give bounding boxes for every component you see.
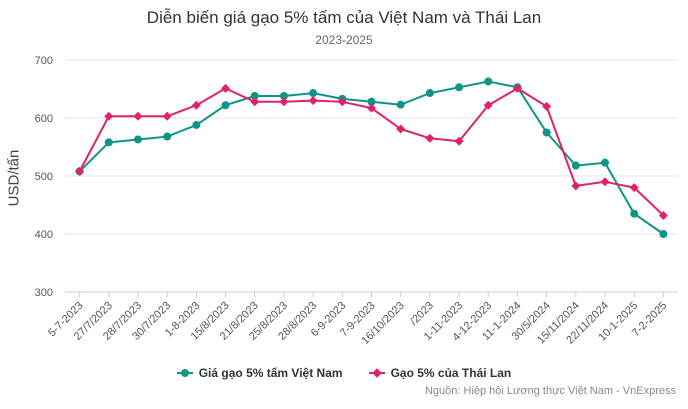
data-point-thailand (162, 111, 172, 121)
legend-item-thailand[interactable]: Gạo 5% của Thái Lan (368, 366, 512, 380)
data-point-vietnam (221, 101, 230, 110)
y-tick-label: 700 (35, 55, 53, 67)
legend: Giá gạo 5% tấm Việt Nam Gạo 5% của Thái … (0, 366, 688, 380)
data-point-vietnam (455, 83, 464, 92)
data-point-vietnam (104, 138, 113, 147)
data-point-vietnam (542, 128, 551, 137)
data-point-vietnam (630, 209, 639, 218)
data-point-vietnam (309, 89, 318, 98)
data-point-vietnam (163, 132, 172, 141)
legend-swatch-thailand (368, 368, 385, 378)
data-point-thailand (512, 83, 522, 93)
data-point-thailand (483, 100, 493, 110)
data-point-vietnam (192, 120, 201, 129)
data-point-vietnam (484, 77, 493, 86)
data-point-vietnam (601, 158, 610, 167)
source-note: Nguồn: Hiệp hội Lương thực Việt Nam - Vn… (424, 385, 676, 397)
data-point-thailand (337, 97, 347, 107)
data-point-thailand (425, 133, 435, 143)
data-point-thailand (658, 210, 668, 220)
legend-label-thailand: Gạo 5% của Thái Lan (390, 366, 512, 380)
y-tick-label: 300 (35, 287, 53, 299)
data-point-thailand (250, 97, 260, 107)
data-point-thailand (396, 124, 406, 134)
data-point-vietnam (425, 89, 434, 98)
data-point-thailand (75, 166, 85, 176)
chart-subtitle: 2023-2025 (315, 33, 373, 47)
y-tick-label: 400 (35, 229, 53, 241)
data-point-vietnam (396, 100, 405, 109)
legend-item-vietnam[interactable]: Giá gạo 5% tấm Việt Nam (176, 366, 343, 380)
data-point-vietnam (571, 161, 580, 170)
y-tick-label: 600 (35, 113, 53, 125)
data-point-thailand (629, 183, 639, 193)
data-point-thailand (571, 181, 581, 191)
data-point-vietnam (367, 97, 376, 106)
data-point-thailand (367, 103, 376, 113)
data-point-thailand (133, 111, 143, 121)
data-point-vietnam (659, 230, 668, 238)
y-tick-label: 500 (35, 171, 53, 183)
data-point-thailand (191, 100, 201, 110)
legend-label-vietnam: Giá gạo 5% tấm Việt Nam (198, 366, 343, 380)
data-point-thailand (454, 136, 464, 146)
legend-swatch-vietnam (176, 368, 193, 378)
data-point-thailand (542, 101, 552, 111)
data-point-thailand (221, 83, 231, 93)
data-point-thailand (279, 97, 289, 107)
data-point-thailand (600, 177, 610, 187)
data-point-vietnam (250, 91, 259, 100)
chart-title: Diễn biến giá gạo 5% tấm của Việt Nam và… (146, 8, 542, 27)
data-point-vietnam (133, 135, 142, 144)
data-point-vietnam (279, 91, 288, 100)
data-point-thailand (308, 96, 318, 106)
data-point-thailand (104, 111, 114, 121)
